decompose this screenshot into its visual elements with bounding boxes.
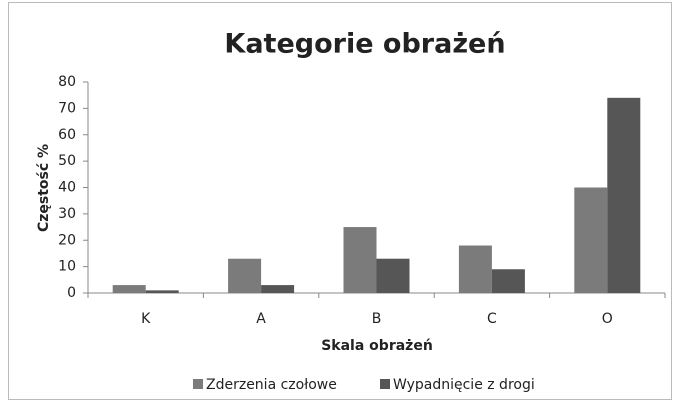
y-tick-label: 10 [58, 259, 76, 275]
x-tick-label: A [256, 311, 266, 327]
chart-title: Kategorie obrażeń [224, 29, 505, 60]
chart-frame [8, 2, 672, 400]
y-axis-title: Częstość % [36, 144, 52, 232]
y-tick-label: 0 [67, 285, 76, 301]
y-tick-label: 40 [58, 180, 76, 196]
bar [343, 227, 377, 293]
bar [607, 97, 641, 293]
legend-swatch [380, 379, 390, 389]
bar [458, 245, 492, 293]
bar [112, 285, 146, 293]
x-tick-label: K [141, 311, 151, 327]
x-tick-label: B [372, 311, 382, 327]
y-tick-label: 80 [58, 74, 76, 90]
x-axis-title: Skala obrażeń [321, 338, 433, 354]
y-tick-label: 20 [58, 232, 76, 248]
y-tick-label: 50 [58, 153, 76, 169]
bar [376, 258, 410, 293]
legend-label: Zderzenia czołowe [206, 377, 337, 393]
bar [228, 258, 262, 293]
x-tick-label: O [602, 311, 613, 327]
legend-label: Wypadnięcie z drogi [393, 377, 535, 393]
y-tick-label: 30 [58, 206, 76, 222]
legend-swatch [193, 379, 203, 389]
y-tick-label: 60 [58, 127, 76, 143]
bar [261, 285, 295, 293]
x-tick-label: C [487, 311, 497, 327]
bar [574, 187, 608, 293]
y-tick-label: 70 [58, 100, 76, 116]
bar [491, 269, 525, 293]
bar [145, 290, 179, 293]
